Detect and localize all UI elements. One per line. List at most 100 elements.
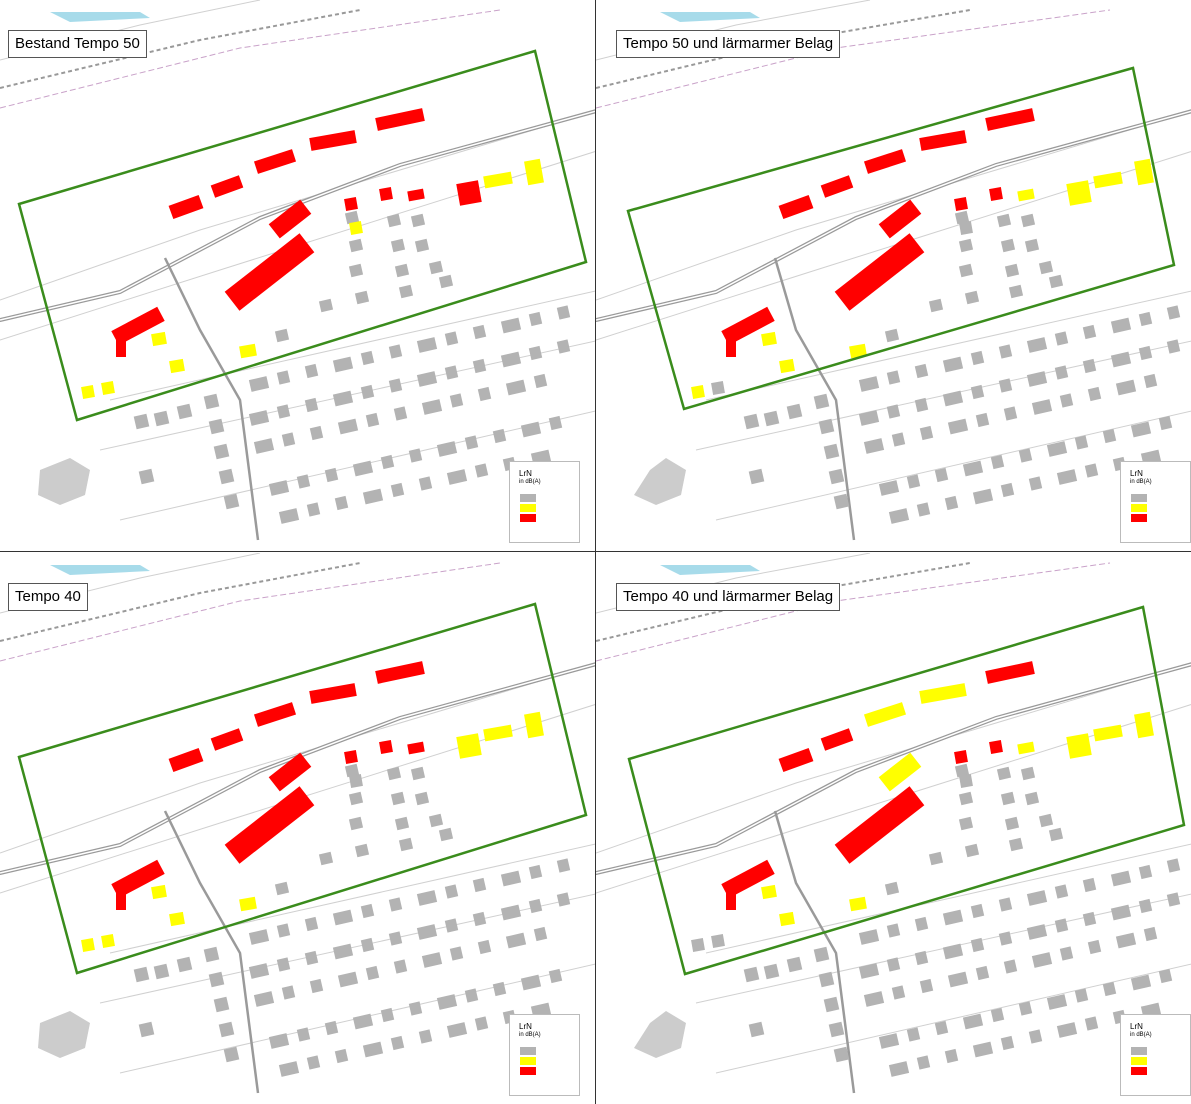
building-gray — [1018, 448, 1033, 463]
building-gray — [878, 480, 900, 496]
legend-title: LrN — [1130, 1022, 1143, 1031]
building-red — [268, 752, 312, 792]
building-gray — [828, 1021, 845, 1038]
building-gray — [954, 763, 970, 778]
building-gray — [394, 816, 410, 831]
building-gray — [332, 943, 354, 960]
building-gray — [1000, 1035, 1015, 1051]
building-gray — [500, 904, 522, 921]
building-gray — [418, 476, 433, 491]
building-gray — [1056, 469, 1078, 485]
building-gray — [380, 454, 395, 470]
building-gray — [362, 1041, 384, 1058]
building-gray — [349, 774, 363, 788]
legend-swatch-high — [520, 1067, 536, 1075]
cross-road — [163, 257, 260, 541]
building-gray — [1054, 918, 1069, 933]
building-gray — [386, 213, 402, 228]
building-yellow — [239, 896, 257, 912]
building-gray — [1166, 339, 1181, 354]
building-red — [375, 661, 425, 684]
building-gray — [438, 274, 454, 289]
building-gray — [888, 1061, 910, 1077]
building-gray — [477, 386, 492, 402]
building-gray — [464, 988, 479, 1003]
building-gray — [472, 358, 487, 374]
legend-swatch-high — [1131, 1067, 1147, 1075]
building-gray — [556, 858, 571, 873]
building-gray — [919, 425, 934, 441]
legend-swatch-low — [520, 1047, 536, 1055]
building-gray — [133, 413, 150, 430]
building-gray — [318, 851, 334, 866]
building-gray — [1026, 337, 1048, 353]
building-gray — [472, 324, 487, 340]
building-gray — [410, 766, 426, 781]
building-gray — [975, 412, 990, 428]
noise-map — [596, 553, 1191, 1094]
building-gray — [1158, 968, 1173, 984]
building-gray — [942, 356, 964, 373]
panel-title: Tempo 40 und lärmarmer Belag — [616, 583, 841, 611]
parcel-line — [109, 843, 595, 954]
legend-swatch-low — [1131, 1047, 1147, 1055]
building-gray — [954, 210, 970, 225]
building-yellow — [81, 938, 95, 952]
building-gray — [1020, 766, 1036, 781]
building-gray — [884, 881, 900, 896]
building-red — [834, 233, 925, 311]
building-gray — [428, 260, 444, 275]
parcel-line — [715, 410, 1191, 521]
building-gray — [1031, 952, 1053, 968]
building-gray — [348, 238, 364, 253]
study-area-outline — [626, 66, 1176, 411]
building-gray — [1054, 365, 1069, 380]
building-gray — [886, 404, 901, 419]
building-gray — [914, 916, 929, 932]
cross-road — [773, 257, 856, 541]
map-panel-tempo-50-laermarmer-belag: Tempo 50 und lärmarmer Belag LrN in dB(A… — [596, 0, 1191, 551]
building-gray — [278, 1061, 300, 1077]
building-gray — [444, 331, 459, 346]
building-red — [954, 750, 968, 764]
building-gray — [1038, 260, 1054, 275]
building-gray — [398, 284, 414, 299]
legend: LrN in dB(A) — [509, 1014, 580, 1096]
building-gray — [891, 985, 906, 1000]
building-gray — [858, 376, 880, 392]
building-gray — [492, 981, 507, 997]
building-gray — [306, 1055, 321, 1070]
building-gray — [942, 943, 964, 960]
building-gray — [1130, 421, 1152, 438]
building-red — [985, 661, 1035, 684]
building-gray — [500, 351, 522, 368]
building-gray — [990, 1007, 1005, 1023]
building-yellow — [169, 358, 185, 374]
building-gray — [556, 305, 571, 320]
building-gray — [386, 766, 402, 781]
building-gray — [691, 938, 705, 952]
building-gray — [390, 482, 405, 498]
building-gray — [500, 317, 522, 334]
parking-area — [38, 1011, 90, 1058]
building-gray — [408, 448, 423, 463]
legend-swatch-high — [1131, 514, 1147, 522]
legend-swatch-mid — [520, 504, 536, 512]
building-gray — [1102, 428, 1117, 444]
building-gray — [296, 474, 311, 489]
building-red — [778, 747, 814, 773]
building-gray — [958, 238, 974, 253]
building-gray — [1008, 837, 1024, 852]
building-gray — [444, 365, 459, 380]
building-gray — [332, 390, 354, 407]
building-red — [954, 197, 968, 211]
building-gray — [556, 892, 571, 907]
building-gray — [833, 1046, 850, 1063]
legend-swatch-low — [1131, 494, 1147, 502]
building-yellow — [1017, 188, 1035, 202]
cross-road — [163, 810, 260, 1094]
building-gray — [352, 1013, 374, 1030]
building-gray — [942, 909, 964, 926]
building-gray — [1082, 358, 1097, 374]
building-gray — [360, 350, 375, 366]
